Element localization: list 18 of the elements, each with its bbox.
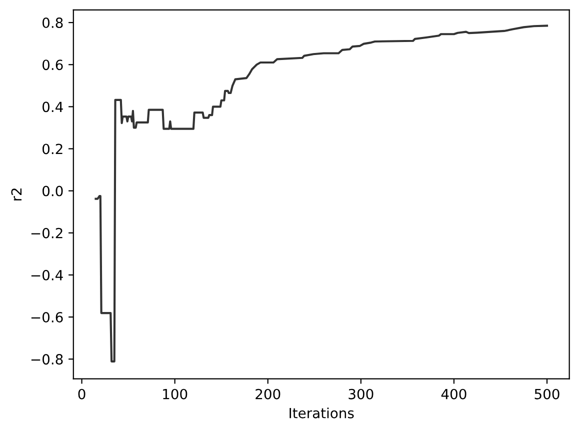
line-series <box>94 24 548 362</box>
x-tick-label: 300 <box>348 388 374 400</box>
x-tick-label: 100 <box>163 388 188 400</box>
x-tick-label: 0 <box>78 388 86 400</box>
x-tick-label: 200 <box>256 388 280 400</box>
y-tick-label: −0.4 <box>31 270 63 280</box>
y-tick-label: 0.4 <box>42 102 63 112</box>
y-tick-label: −0.6 <box>31 312 63 322</box>
x-tick-label: 500 <box>534 388 560 400</box>
y-axis-title: r2 <box>11 188 22 200</box>
y-tick-label: 0.0 <box>42 186 63 196</box>
y-tick-label: 0.8 <box>42 18 63 28</box>
y-tick-label: −0.8 <box>31 354 63 365</box>
x-tick-label: 400 <box>441 388 466 400</box>
y-tick-label: −0.2 <box>31 228 62 238</box>
x-axis-title: Iterations <box>290 408 354 418</box>
y-tick-label: 0.6 <box>42 60 63 70</box>
y-tick-label: 0.2 <box>42 144 62 154</box>
